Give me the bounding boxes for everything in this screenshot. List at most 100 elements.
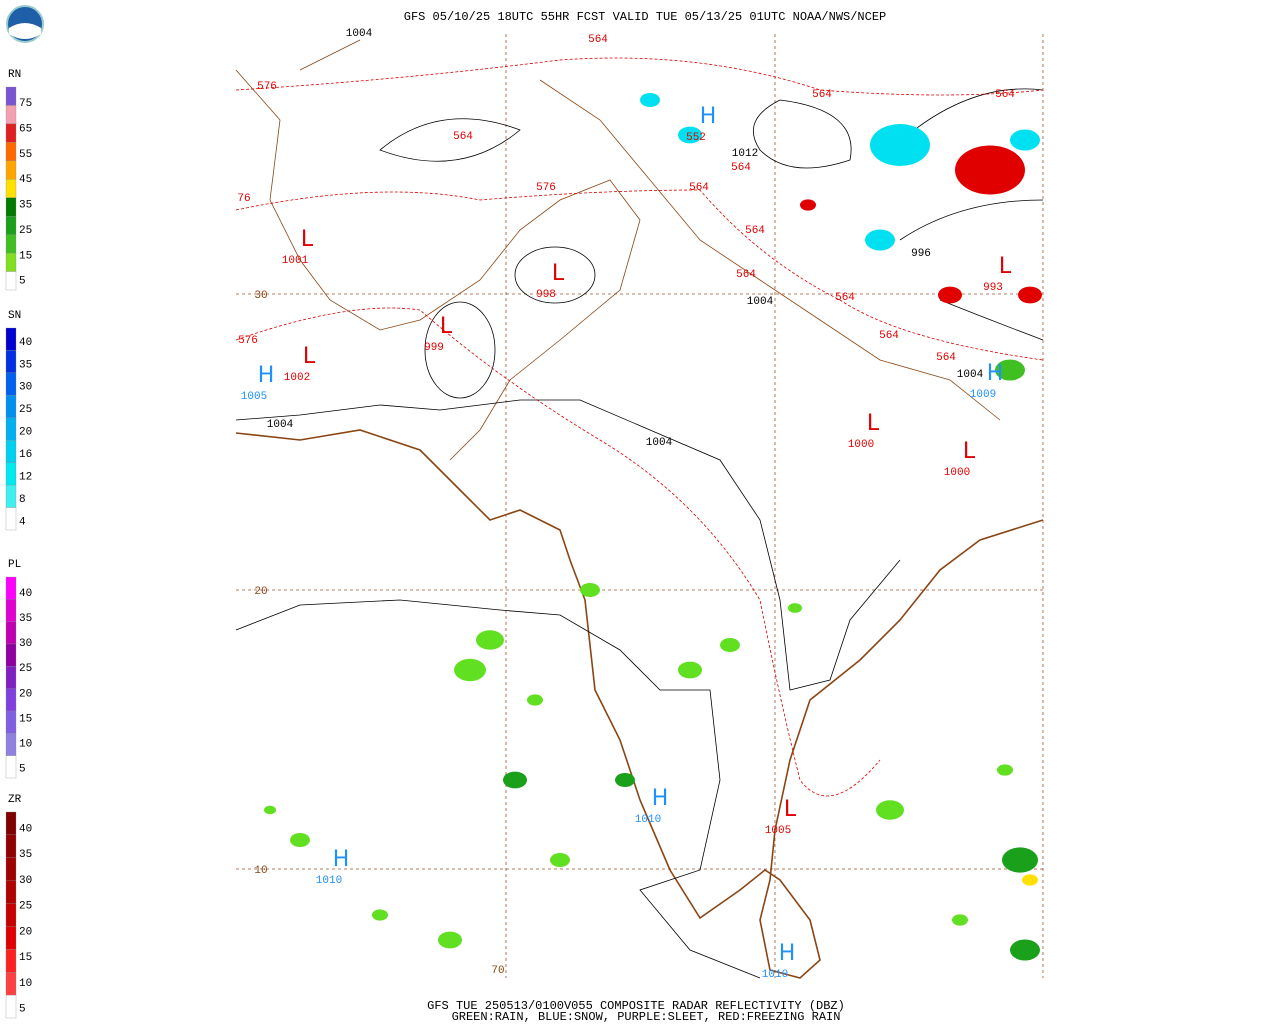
contour-label: 564 [588, 34, 608, 46]
pressure-value: 1005 [241, 391, 267, 403]
map-title: GFS 05/10/25 18UTC 55HR FCST VALID TUE 0… [404, 10, 886, 24]
precip-cell [503, 771, 527, 789]
legend-swatch [5, 350, 17, 374]
precip-cell [615, 773, 635, 787]
pressure-center: L [867, 411, 880, 436]
legend-swatch [5, 327, 17, 351]
precip-cell [1010, 939, 1040, 961]
contour-label: 564 [936, 352, 956, 364]
isobar-label: 1004 [747, 296, 774, 308]
coast-line [235, 429, 1044, 979]
precip-cell [438, 931, 462, 949]
legend-label: 40 [19, 337, 32, 349]
isobar [235, 599, 761, 979]
legend-label: 35 [19, 200, 32, 212]
precip-cell [527, 694, 543, 706]
legend-label: 25 [19, 663, 32, 675]
precip-cell [580, 583, 600, 597]
pressure-value: 1010 [635, 814, 661, 826]
contour-label: 564 [995, 89, 1015, 101]
legend-title: PL [8, 559, 21, 571]
legend-swatch [5, 710, 17, 734]
contour-label: 564 [736, 269, 756, 281]
logo-wave [9, 23, 41, 39]
legend-swatch [5, 142, 17, 161]
map-area [235, 34, 1044, 979]
contour-label: 76 [237, 193, 250, 205]
legend-swatch [5, 688, 17, 712]
pressure-value: 1000 [944, 467, 970, 479]
precip-cell [938, 286, 962, 304]
legend-label: 30 [19, 638, 32, 650]
pressure-center: L [784, 797, 797, 822]
legend-swatch [5, 417, 17, 441]
legend-label: 35 [19, 613, 32, 625]
legend-label: 16 [19, 449, 32, 461]
legend-swatch [5, 105, 17, 125]
precip-cell [550, 853, 570, 867]
precip-cell [870, 124, 930, 166]
legend-swatch [5, 755, 17, 779]
latitude-label: 30 [254, 290, 267, 302]
legend-swatch [5, 271, 17, 291]
pressure-center: H [779, 941, 796, 966]
pressure-value: 1000 [848, 439, 874, 451]
legend-label: 20 [19, 926, 32, 938]
legend-label: 25 [19, 404, 32, 416]
legend-label: 35 [19, 849, 32, 861]
legend-swatch [5, 972, 17, 996]
pressure-value: 999 [424, 342, 444, 354]
pressure-center: H [700, 104, 717, 129]
latitude-label: 10 [254, 865, 267, 877]
pressure-center: L [999, 254, 1012, 279]
contour-label: 576 [536, 182, 556, 194]
isobar-label: 1012 [732, 148, 758, 160]
logo [6, 5, 44, 43]
legend-swatch [5, 599, 17, 622]
legend-label: 10 [19, 978, 32, 990]
legend-label: 8 [19, 494, 26, 506]
legend-label: 15 [19, 952, 32, 964]
precip-cell [372, 909, 388, 921]
legend-label: 25 [19, 225, 32, 237]
precip-cell [1010, 129, 1040, 151]
isobar-label: 1004 [646, 437, 673, 449]
legend-swatch [5, 160, 17, 180]
legend-label: 40 [19, 823, 32, 835]
pressure-value: 998 [536, 289, 556, 301]
legend-label: 30 [19, 382, 32, 394]
legend-swatch [5, 834, 17, 858]
legend-label: 40 [19, 588, 32, 600]
precip-cell [952, 914, 968, 926]
legend-swatch [5, 440, 17, 463]
legend-swatch [5, 252, 17, 272]
legend-swatch [5, 857, 17, 881]
legend-label: 4 [19, 516, 26, 528]
legend-swatch [5, 179, 17, 198]
precip-cell [788, 603, 802, 613]
pressure-value: 1002 [284, 372, 310, 384]
pressure-center: L [552, 261, 565, 286]
legend-label: 20 [19, 427, 32, 439]
precip-cell [1022, 874, 1038, 886]
precip-cell [865, 229, 895, 251]
precip-cell [640, 93, 660, 107]
contour-label: 564 [745, 225, 765, 237]
pressure-value: 1001 [282, 255, 309, 267]
contour-label: 576 [238, 335, 258, 347]
pressure-center: H [333, 847, 350, 872]
longitude-label: 70 [491, 965, 504, 977]
legend-swatch [5, 216, 17, 235]
legend-swatch [5, 811, 17, 836]
pressure-center: H [652, 786, 669, 811]
isobar [514, 246, 596, 304]
legend-swatch [5, 733, 17, 756]
legend-swatch [5, 462, 17, 486]
isobars [235, 88, 1044, 979]
legend-swatch [5, 576, 17, 600]
legend-swatch [5, 86, 17, 106]
pressure-value: 993 [983, 282, 1003, 294]
pressure-center: L [963, 439, 976, 464]
legend-label: 15 [19, 713, 32, 725]
